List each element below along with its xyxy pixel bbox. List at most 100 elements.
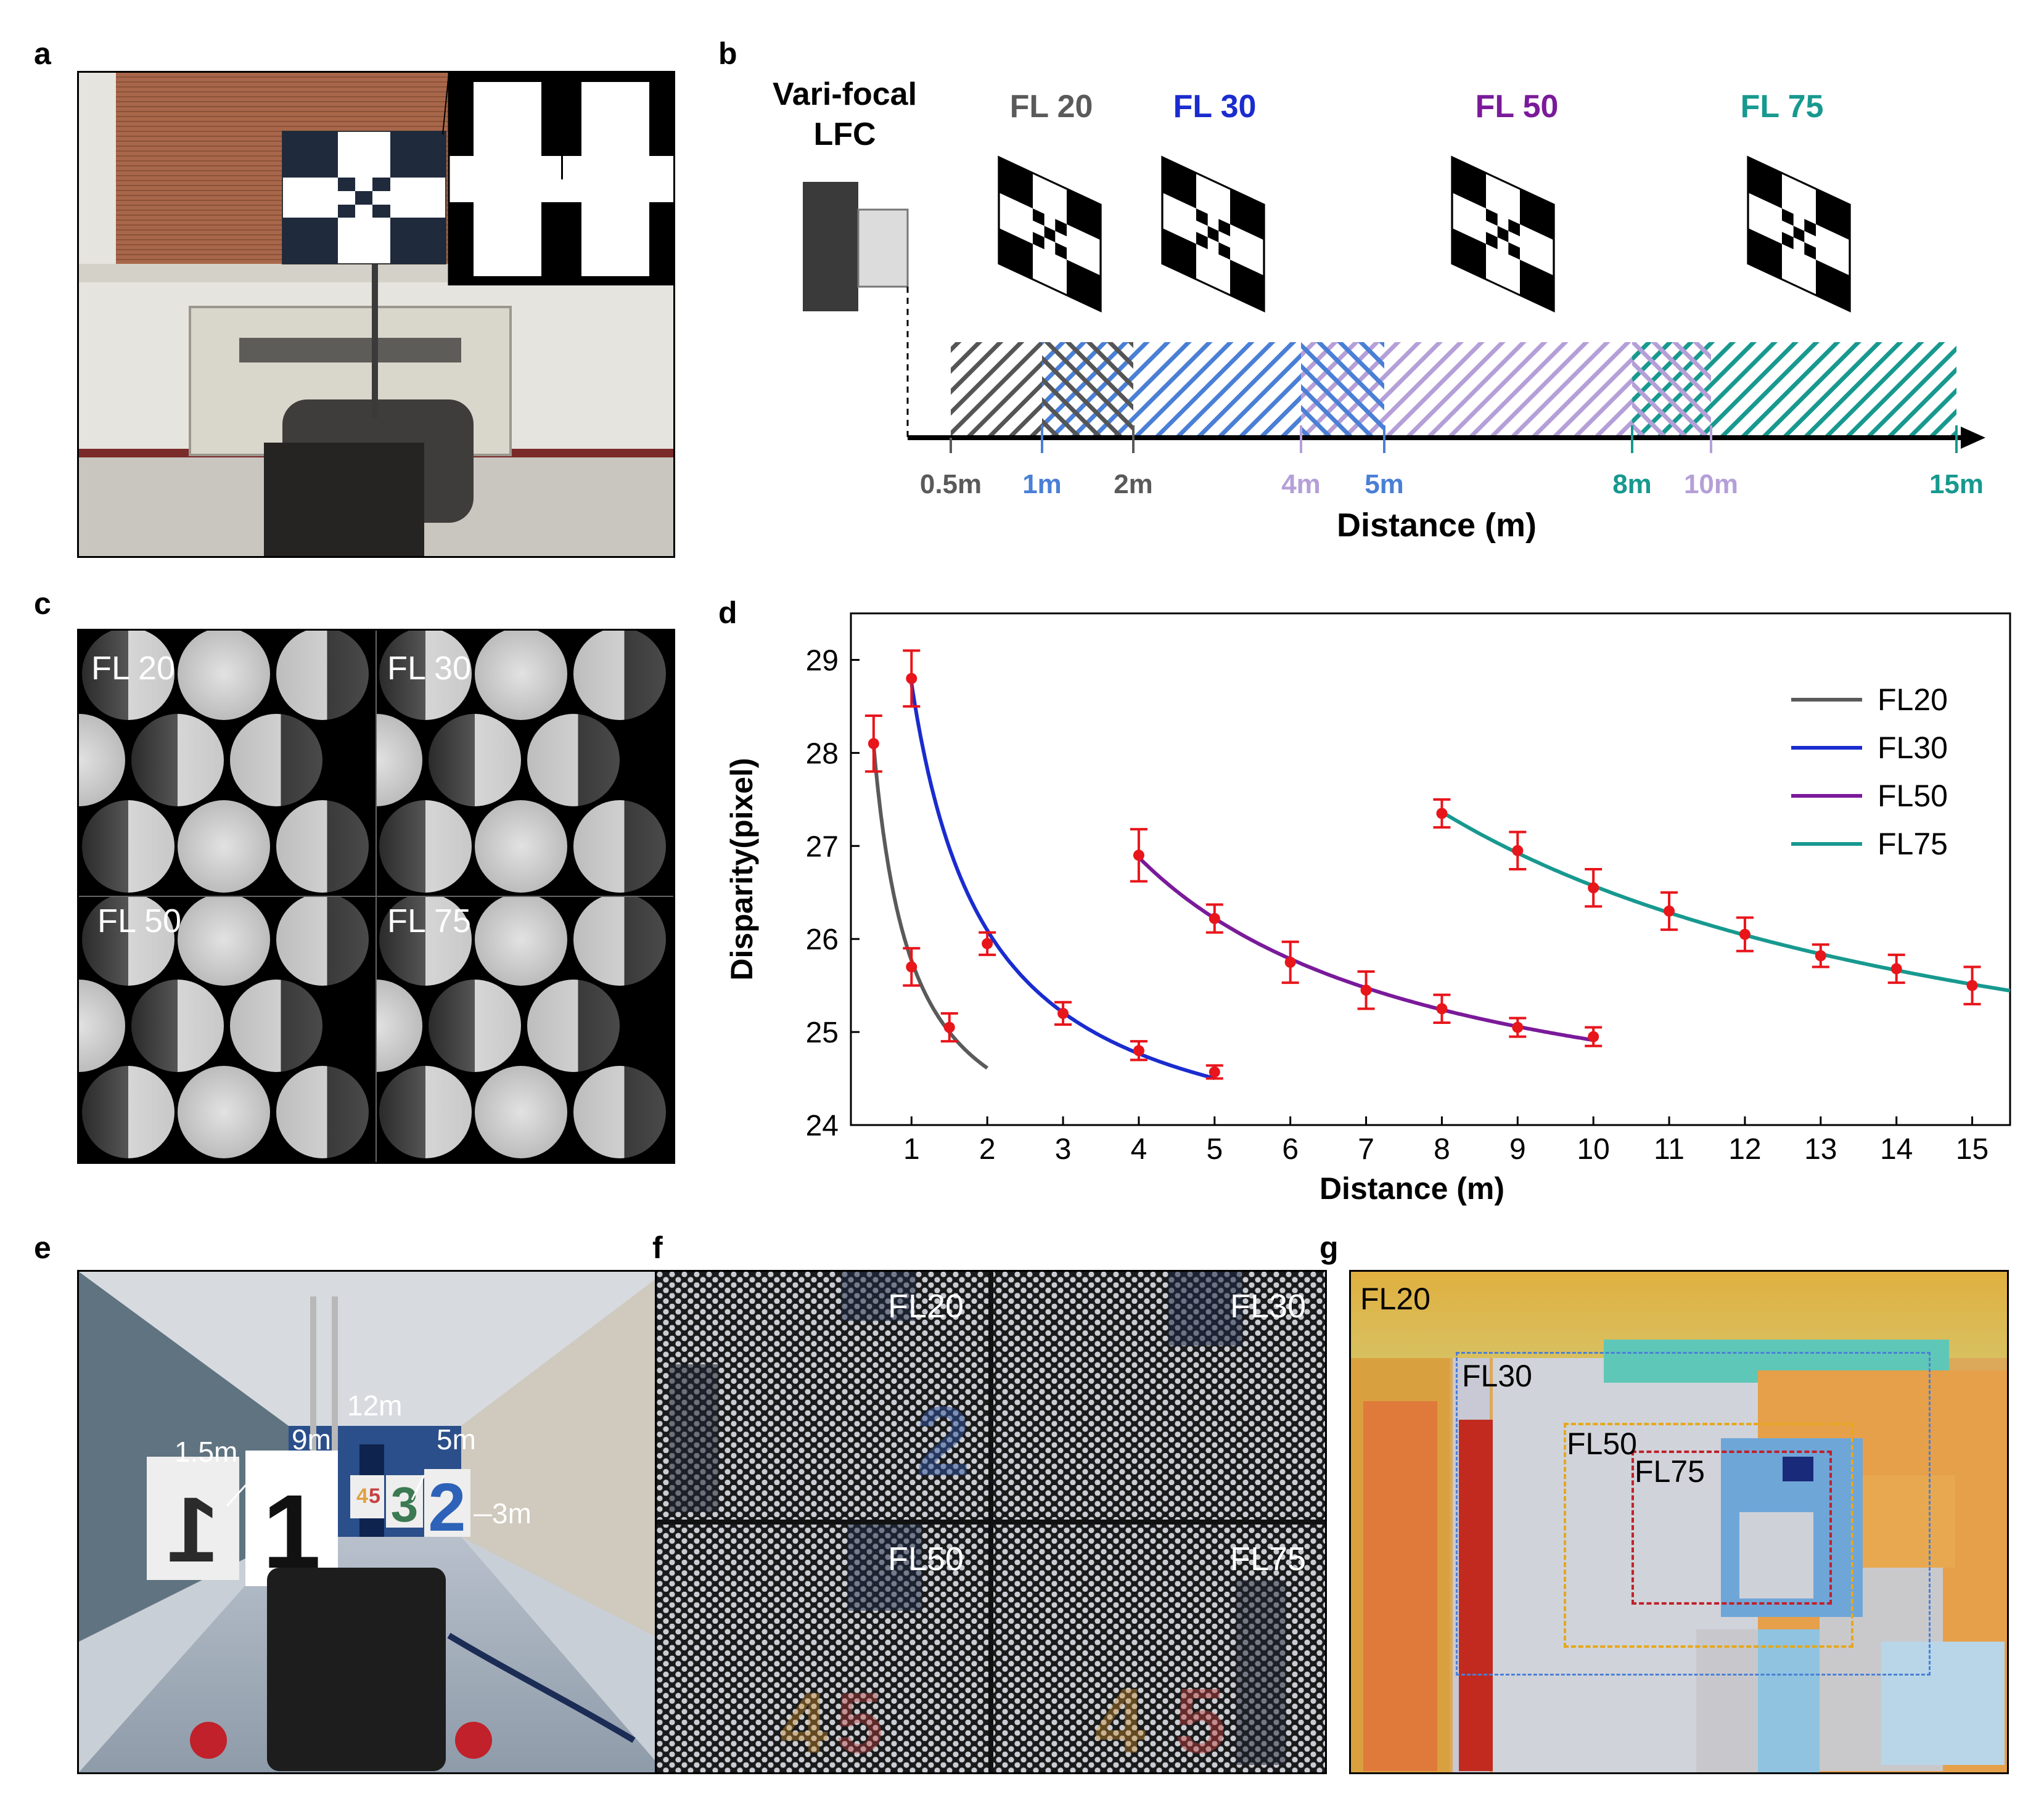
fl50-title: FL 50 [1476,89,1559,125]
sign-number: 3 [391,1477,419,1532]
panel-label-e: e [34,1230,51,1265]
data-point-fl30 [903,649,921,708]
marker [868,738,879,750]
series-line-fl75 [1440,810,2011,993]
tick-label: 8m [1612,469,1652,499]
marker [906,673,917,684]
marker [1360,984,1372,996]
marker [1588,1031,1599,1042]
marker [982,938,993,949]
checker-fl30-icon [1161,156,1265,313]
legend-label-fl30: FL30 [1878,731,1948,765]
f-label-fl30: FL30 [1230,1288,1307,1325]
g-label-fl75: FL75 [1635,1454,1705,1489]
data-point-fl75 [1812,943,1829,968]
f-label-fl20: FL20 [888,1288,964,1325]
marker [1664,905,1675,917]
y-tick-label: 28 [806,737,839,770]
y-tick-label: 26 [806,923,839,956]
box-fl30 [1456,1352,1931,1676]
lenslet-fl30 [376,631,666,893]
data-point-fl75 [1660,891,1678,931]
e-label-5m: 5m [437,1423,476,1455]
panel-label-b: b [718,36,737,71]
marker [1436,1003,1448,1015]
data-point-fl30 [1205,1064,1223,1080]
legend-label-fl50: FL50 [1878,779,1948,813]
x-tick-label: 2 [979,1133,996,1166]
checker-inset [449,73,673,285]
e-label-3m: 3m [492,1497,532,1529]
checker-fl20-icon [998,156,1102,313]
data-point-fl20 [903,947,921,987]
sign-card [147,1457,239,1580]
f-label-fl75: FL75 [1230,1541,1307,1578]
marker [906,961,917,973]
g-label-fl20: FL20 [1360,1282,1430,1316]
tick-label: 2m [1114,469,1153,499]
camera-label-1: Vari-focal [773,76,917,112]
marker [1966,980,1978,991]
lab-photo [79,73,673,556]
c-label-fl20: FL 20 [91,650,176,687]
data-point-fl30 [979,931,996,956]
marker [1890,963,1902,975]
sign-number: 5 [835,1674,884,1771]
panel-a-photo [77,71,675,558]
c-label-fl50: FL 50 [97,902,182,939]
x-tick-label: 9 [1509,1133,1526,1166]
sign-number: 4 [1094,1669,1146,1772]
series-line-fl20 [871,745,989,1070]
x-tick-label: 5 [1206,1133,1223,1166]
marker [1209,1066,1220,1078]
c-label-fl75: FL 75 [387,902,472,939]
data-point-fl50 [1281,940,1299,984]
camera-body-icon [803,182,858,311]
sign-number: 2 [916,1386,971,1496]
x-tick-label: 13 [1804,1133,1837,1166]
tick-label: 0.5m [920,469,982,499]
tick-label: 4m [1281,469,1321,499]
range-bands [951,342,1956,436]
x-tick-label: 15 [1956,1133,1989,1166]
data-point-fl50 [1357,970,1375,1010]
checker-target [282,131,446,264]
panel-e-photo: 1 1 4 5 3 2 1.5m 9m 12m 5m 3m [77,1270,667,1774]
sign-number: 4 [356,1484,368,1508]
data-point-fl75 [1433,798,1451,829]
y-axis-label: Disparity(pixel) [724,758,759,980]
axis-arrow-icon [1961,427,1985,449]
data-point-fl20 [864,714,882,773]
x-tick-label: 12 [1728,1133,1761,1166]
panel-label-f: f [652,1230,663,1265]
x-tick-label: 14 [1880,1133,1913,1166]
box-fl75 [1632,1451,1832,1605]
panel-label-a: a [34,36,51,71]
marker [1739,928,1751,940]
y-tick-label: 25 [806,1017,839,1049]
data-point-fl50 [1509,1017,1527,1038]
marker [1815,950,1826,962]
sign-number: 4 [780,1674,828,1771]
marker [1133,849,1144,861]
box-fl50 [1564,1423,1853,1648]
e-label-9m: 9m [292,1423,331,1455]
camera-body [264,443,424,556]
data-point-fl75 [1736,916,1754,952]
x-tick-label: 7 [1358,1133,1374,1166]
fl30-title: FL 30 [1173,89,1257,125]
panel-f-mosaic: 2 4 5 4 5 FL20 FL30 FL50 FL75 [655,1270,1327,1774]
x-tick-label: 8 [1434,1133,1450,1166]
sign-number: 2 [428,1470,466,1545]
y-tick-label: 27 [806,830,839,863]
x-tick-label: 11 [1654,1133,1685,1166]
x-axis-label: Distance (m) [1320,1171,1504,1206]
e-label-1.5m: 1.5m [174,1436,238,1468]
camera-label-2: LFC [813,117,876,152]
plot-frame [850,612,2011,1126]
marker [1057,1007,1069,1019]
data-point-fl20 [940,1012,958,1043]
fl20-title: FL 20 [1010,89,1093,125]
corridor-photo: 1 1 4 5 3 2 [79,1272,665,1772]
